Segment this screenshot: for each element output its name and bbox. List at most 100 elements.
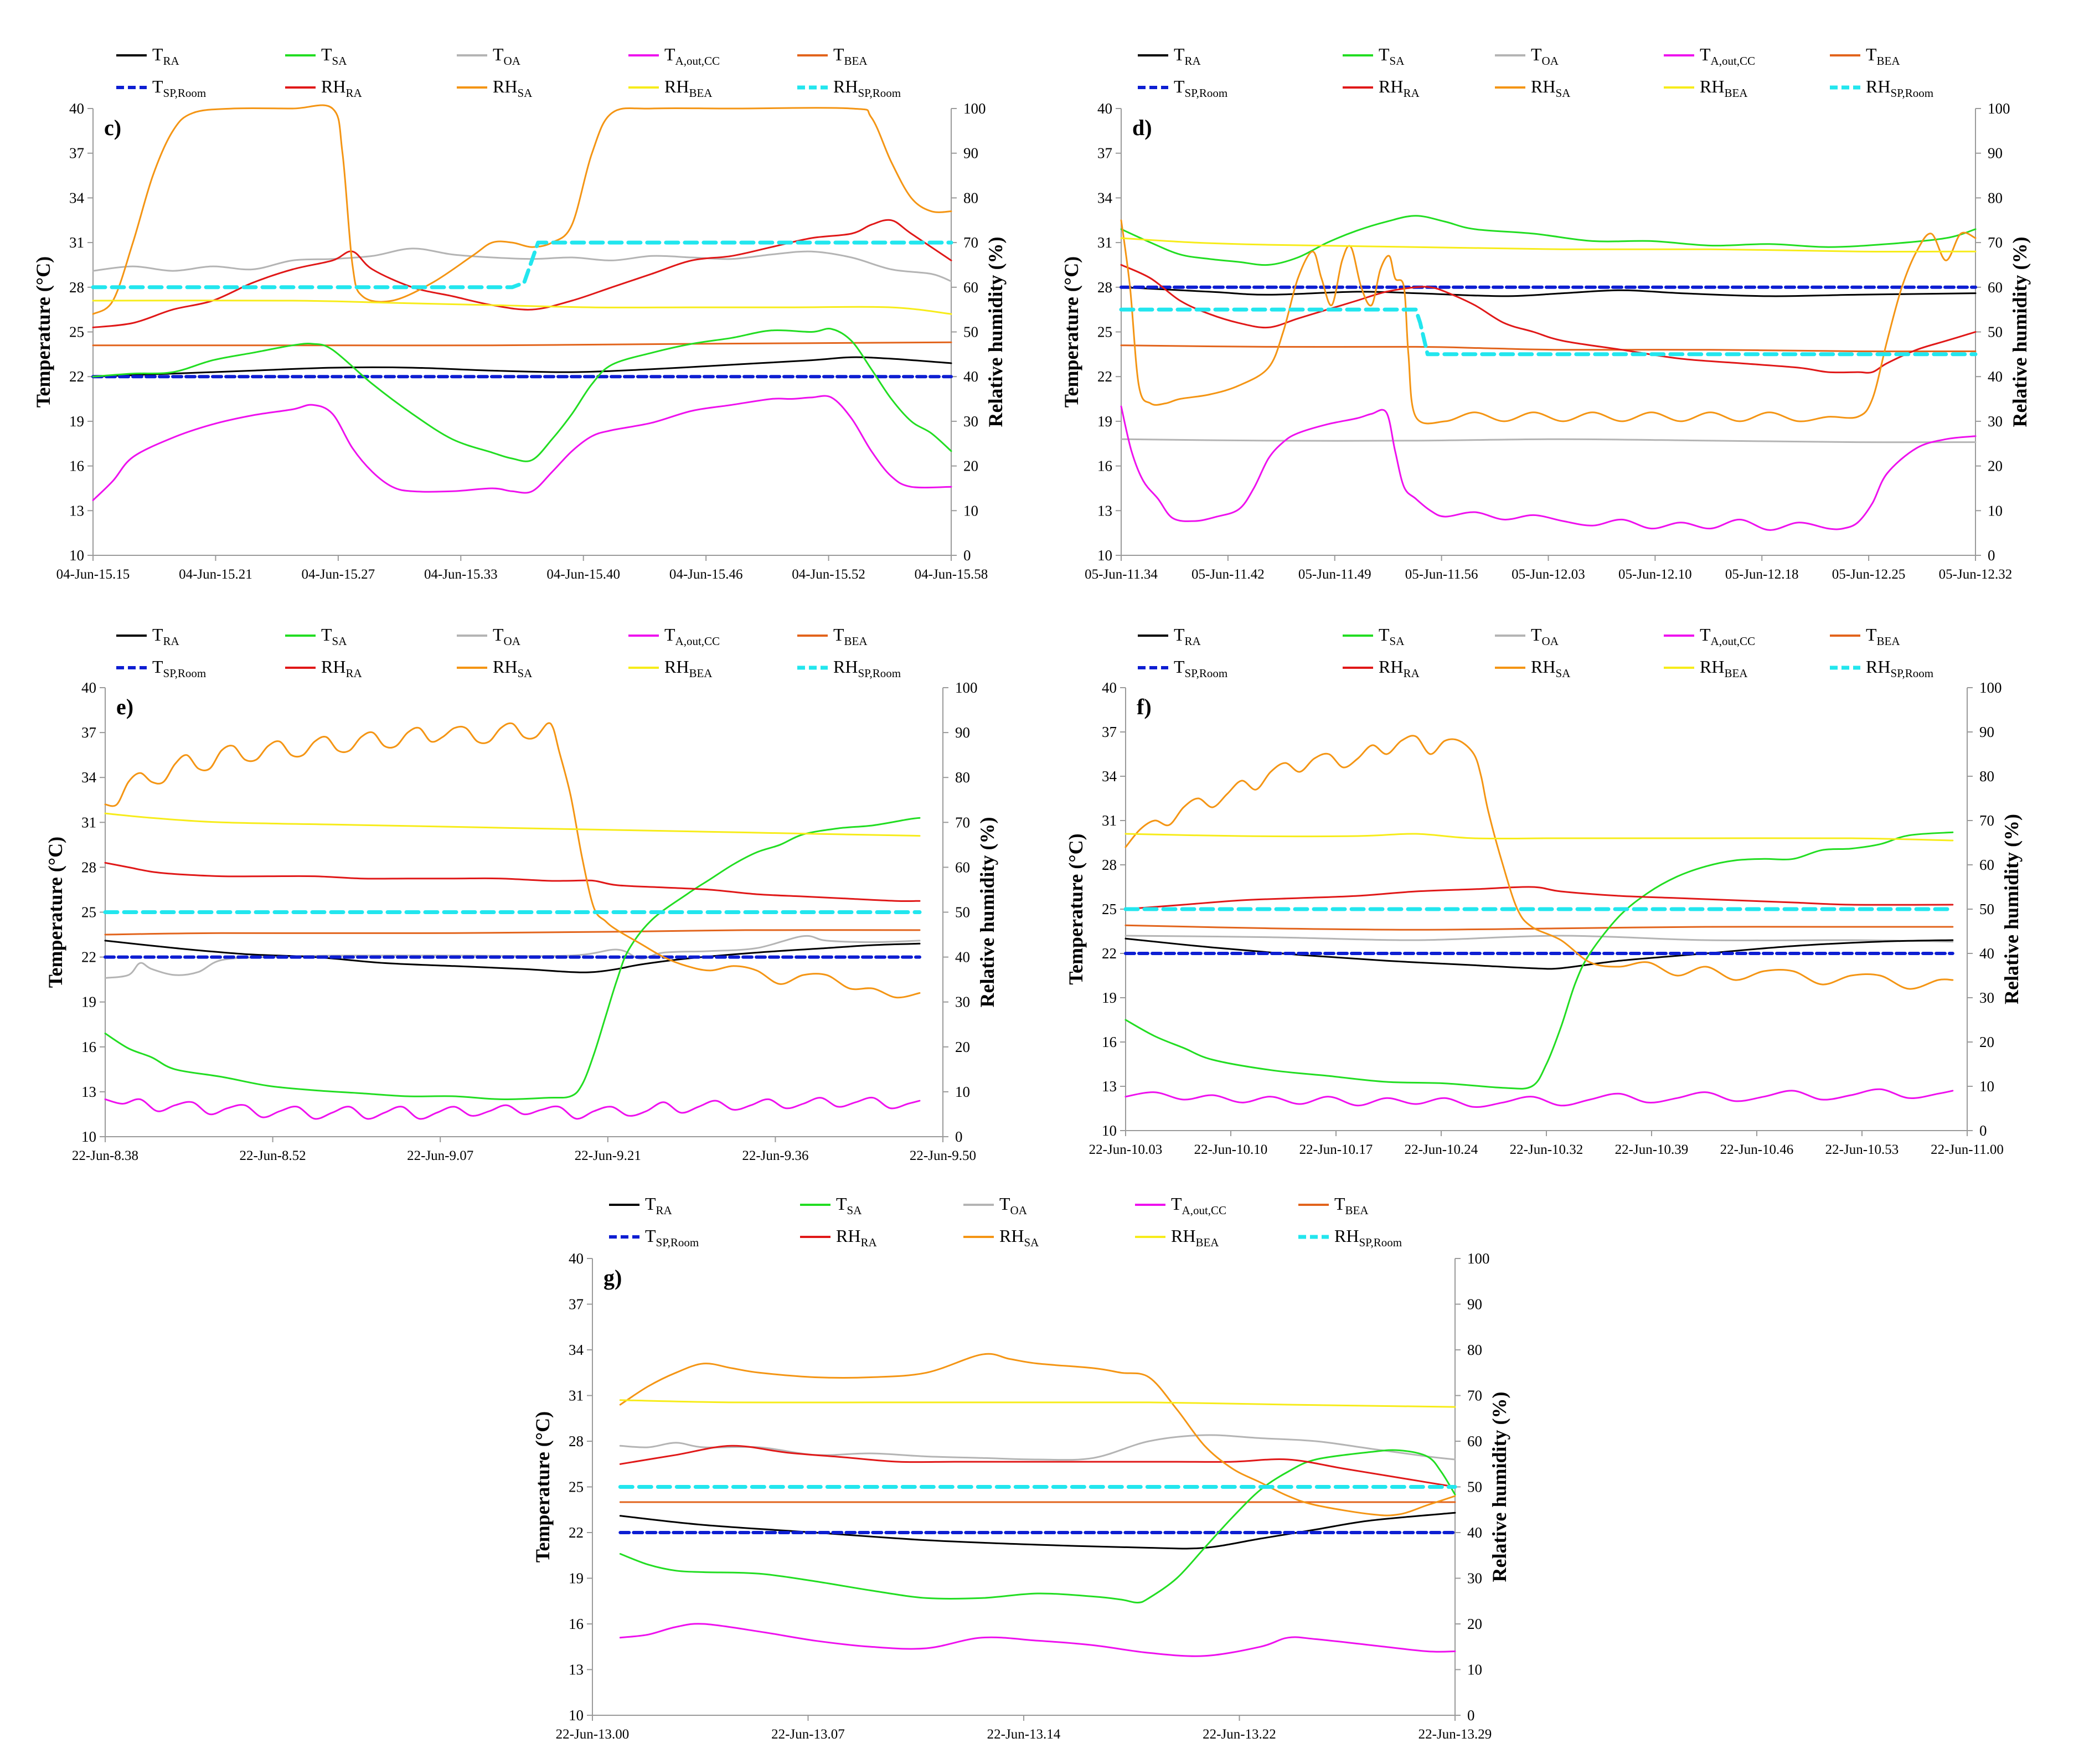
series-line-t-ra [1120,286,1977,297]
chart-panel-f: 10 13 16 19 22 25 28 31 34 37 40 0 10 20 30 40 50 60 70 80 9… [1065,625,2023,1157]
series-line-t-a-out-cc [104,1096,921,1120]
legend-base: T [1700,625,1711,644]
series-line-t-sa [1124,831,1954,1090]
legend-subscript: RA [1185,635,1201,648]
x-tick-label: 22-Jun-10.32 [1510,1142,1583,1157]
series-line-rh-bea [619,1399,1456,1408]
y2-tick-label: 70 [963,234,978,251]
y2-tick-label: 20 [1467,1616,1482,1632]
y2-tick-label: 50 [1979,901,1994,917]
legend-label-rh-bea: RHBEA [1700,657,1748,680]
y2-tick-label: 40 [1988,368,2003,385]
series-line-rh-ra [1124,886,1954,910]
x-tick-label: 05-Jun-11.49 [1298,567,1371,582]
y-tick-label: 13 [81,1084,96,1100]
legend-base: T [152,76,163,96]
y-tick-label: 31 [1097,234,1112,251]
x-tick-label: 04-Jun-15.21 [179,567,252,582]
legend-base: RH [664,657,689,677]
y2-tick-label: 0 [963,547,971,564]
y2-tick-label: 80 [955,769,970,786]
legend-subscript: SA [332,54,348,68]
series-line-t-bea [104,929,921,936]
y-axis-title: Temperature (°C) [32,256,54,408]
y2-tick-label: 40 [963,368,978,385]
y2-tick-label: 90 [955,724,970,741]
legend-label-t-sp-room: TSP,Room [152,657,206,680]
y-tick-label: 13 [69,502,84,519]
y-tick-label: 19 [1097,413,1112,430]
legend-base: T [152,44,163,64]
legend-subscript: A,out,CC [675,635,720,648]
y2-tick-label: 20 [963,458,978,474]
legend-label-rh-sp-room: RHSP,Room [1866,76,1933,100]
legend-base: T [833,625,844,644]
chart-panel-c: 10 13 16 19 22 25 28 31 34 37 40 0 10 20 30 40 50 60 70 80 9… [32,44,1007,582]
y2-tick-label: 80 [1467,1342,1482,1358]
legend-subscript: RA [345,86,362,100]
y2-tick-label: 80 [1988,189,2003,206]
series-line-rh-sa [1120,219,1977,425]
x-tick-label: 04-Jun-15.58 [915,567,988,582]
legend-subscript: SP,Room [1185,667,1228,680]
x-tick-label: 22-Jun-10.53 [1825,1142,1899,1157]
y-tick-label: 31 [1102,812,1117,829]
legend-label-t-bea: TBEA [833,625,868,648]
y-tick-label: 28 [1097,279,1112,296]
chart-panel-e: 10 13 16 19 22 25 28 31 34 37 40 0 10 20 30 40 50 60 70 80 9… [44,625,998,1163]
y2-tick-label: 50 [1467,1479,1482,1495]
legend-label-rh-sa: RHSA [1531,76,1571,100]
legend-label-t-bea: TBEA [1866,44,1900,68]
legend-label-t-bea: TBEA [833,44,868,68]
y-tick-label: 13 [1102,1078,1117,1095]
legend-label-t-sa: TSA [321,44,347,68]
legend-base: T [1866,44,1877,64]
legend-base: RH [1334,1226,1359,1246]
legend-base: T [1866,625,1877,644]
x-tick-label: 22-Jun-10.03 [1089,1142,1163,1157]
y-tick-label: 37 [1102,724,1117,740]
y-tick-label: 28 [1102,857,1117,873]
y2-tick-label: 60 [1979,857,1994,873]
legend-subscript: SA [517,86,533,100]
y-tick-label: 10 [1102,1122,1117,1139]
legend-label-rh-sa: RHSA [999,1226,1039,1249]
series-line-t-a-out-cc [1124,1088,1954,1108]
legend-label-rh-bea: RHBEA [1171,1226,1219,1249]
y-tick-label: 25 [81,904,96,921]
legend-subscript: BEA [844,54,868,68]
y2-tick-label: 0 [1988,547,1995,564]
y-tick-label: 25 [1102,901,1117,917]
panel-label: d) [1132,115,1152,140]
y2-tick-label: 100 [1988,100,2010,117]
legend-label-t-oa: TOA [1531,625,1559,648]
x-tick-label: 22-Jun-10.10 [1194,1142,1268,1157]
legend-label-t-sa: TSA [321,625,347,648]
y-tick-label: 16 [81,1039,96,1055]
y-tick-label: 19 [81,994,96,1010]
legend-label-rh-sa: RHSA [493,76,533,100]
legend-label-t-a-out-cc: TA,out,CC [664,625,720,648]
legend-subscript: BEA [689,86,713,100]
series-line-rh-bea [1120,237,1977,253]
legend-label-rh-ra: RHRA [1379,76,1420,100]
legend-label-rh-bea: RHBEA [664,657,713,680]
x-tick-label: 05-Jun-12.18 [1725,567,1799,582]
x-tick-label: 04-Jun-15.15 [56,567,130,582]
y2-tick-label: 100 [1979,679,2002,696]
legend-label-t-sp-room: TSP,Room [645,1226,699,1249]
series-line-t-oa [92,247,952,282]
legend-label-t-ra: TRA [152,625,180,648]
legend-label-t-sa: TSA [1379,44,1405,68]
y-tick-label: 37 [1097,145,1112,162]
series-line-rh-bea [1124,833,1954,842]
x-tick-label: 22-Jun-10.39 [1615,1142,1689,1157]
y2-tick-label: 10 [963,502,978,519]
y-tick-label: 34 [81,769,97,786]
series-line-t-ra [619,1512,1456,1550]
y-tick-label: 16 [69,458,84,474]
y2-axis-title: Relative humidity (%) [984,237,1007,427]
chart-panel-d: 10 13 16 19 22 25 28 31 34 37 40 0 10 20 30 40 50 60 70 80 9… [1060,44,2031,582]
y-tick-label: 40 [569,1250,584,1267]
legend-label-t-ra: TRA [1174,44,1201,68]
